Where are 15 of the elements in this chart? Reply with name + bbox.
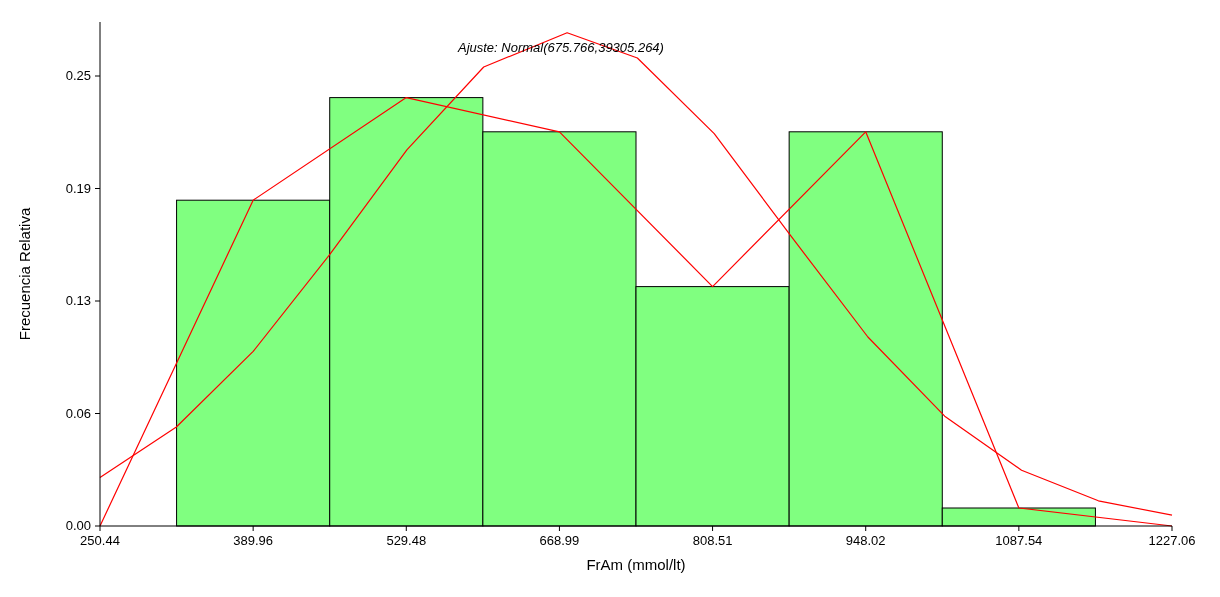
- x-tick-label: 1227.06: [1148, 533, 1196, 548]
- y-tick-label: 0.25: [65, 68, 91, 83]
- y-tick-label: 0.06: [65, 405, 91, 421]
- x-axis-title: FrAm (mmol/lt): [586, 556, 686, 573]
- y-tick-label: 0.19: [65, 180, 91, 196]
- x-tick-label: 668.99: [539, 533, 580, 548]
- x-tick-label: 948.02: [845, 533, 886, 548]
- y-tick-label: 0.13: [65, 293, 91, 308]
- y-tick-label: 0.00: [65, 518, 91, 533]
- x-tick-label: 529.48: [386, 533, 427, 548]
- x-tick-label: 808.51: [692, 533, 733, 548]
- x-tick-label: 1087.54: [995, 533, 1043, 548]
- x-tick-label: 389.96: [233, 533, 274, 548]
- x-tick-label: 250.44: [80, 533, 120, 548]
- y-axis-title: Frecuencia Relativa: [16, 207, 33, 341]
